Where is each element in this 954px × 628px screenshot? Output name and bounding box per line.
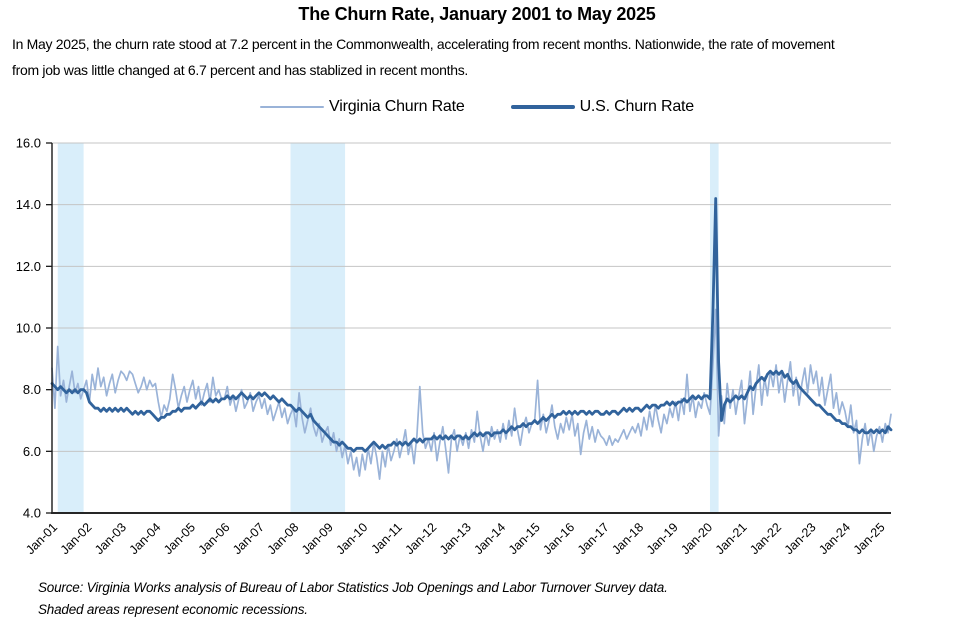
x-tick-label: Jan-14 [471,520,508,557]
x-tick-label: Jan-21 [713,520,750,557]
series-u-s-churn-rate [50,197,893,453]
legend-label: Virginia Churn Rate [329,98,465,115]
x-tick-label: Jan-15 [506,520,543,557]
legend-item: U.S. Churn Rate [510,98,695,116]
legend-label: U.S. Churn Rate [579,98,695,115]
y-axis-labels: 4.0 6.0 8.0 10.0 12.0 14.0 16.0 [16,136,52,521]
x-tick-label: Jan-11 [369,520,405,556]
churn-rate-line-chart: 4.06.08.010.012.014.016.0Jan-01Jan-02Jan… [16,136,893,557]
x-tick-label: Jan-22 [747,520,784,557]
x-tick-label: Jan-08 [265,520,302,557]
description-line-2: from job was little changed at 6.7 perce… [12,62,468,78]
x-tick-label: Jan-10 [334,520,371,557]
x-tick-label: Jan-23 [782,520,819,557]
x-tick-label: Jan-24 [816,520,853,557]
source-line-2: Shaded areas represent economic recessio… [38,602,308,617]
source-note: Source: Virginia Works analysis of Burea… [38,577,938,621]
series-virginia-churn-rate [51,308,892,480]
y-tick-label: 8.0 [23,382,41,397]
y-tick-label: 4.0 [23,506,41,521]
legend-item: Virginia Churn Rate [260,98,465,116]
x-tick-label: Jan-04 [127,520,164,557]
y-tick-label: 12.0 [16,259,41,274]
x-tick-label: Jan-17 [575,520,612,557]
gridlines [52,142,891,514]
legend-line-sample-icon [260,106,325,108]
x-axis-labels: Jan-01Jan-02Jan-03Jan-04Jan-05Jan-06Jan-… [23,520,887,557]
chart-legend: Virginia Churn Rate U.S. Churn Rate [0,98,954,116]
x-tick-label: Jan-25 [851,520,888,557]
x-tick-label: Jan-13 [437,520,474,557]
x-tick-label: Jan-07 [230,520,267,557]
x-tick-label: Jan-19 [644,520,681,557]
x-tick-label: Jan-16 [540,520,577,557]
source-line-1: Source: Virginia Works analysis of Burea… [38,580,668,595]
y-tick-label: 14.0 [16,197,41,212]
chart-description: In May 2025, the churn rate stood at 7.2… [12,31,948,83]
description-line-1: In May 2025, the churn rate stood at 7.2… [12,36,835,52]
y-tick-label: 6.0 [23,444,41,459]
y-tick-label: 10.0 [16,321,41,336]
x-tick-label: Jan-03 [92,520,129,557]
x-tick-label: Jan-05 [161,520,198,557]
x-tick-label: Jan-20 [678,520,715,557]
x-tick-label: Jan-06 [196,520,233,557]
y-tick-label: 16.0 [16,136,41,151]
chart-area: 4.0 6.0 8.0 10.0 12.0 14.0 16.0 Jan-01 Jan-02 Jan… [0,133,954,580]
x-tick-label: Jan-02 [58,520,95,557]
x-tick-label: Jan-12 [402,520,439,557]
page-title: The Churn Rate, January 2001 to May 2025 [298,4,656,24]
legend-line-sample-icon [510,105,575,109]
x-tick-label: Jan-01 [23,520,60,557]
x-tick-label: Jan-09 [299,520,336,557]
x-tick-label: Jan-18 [609,520,646,557]
